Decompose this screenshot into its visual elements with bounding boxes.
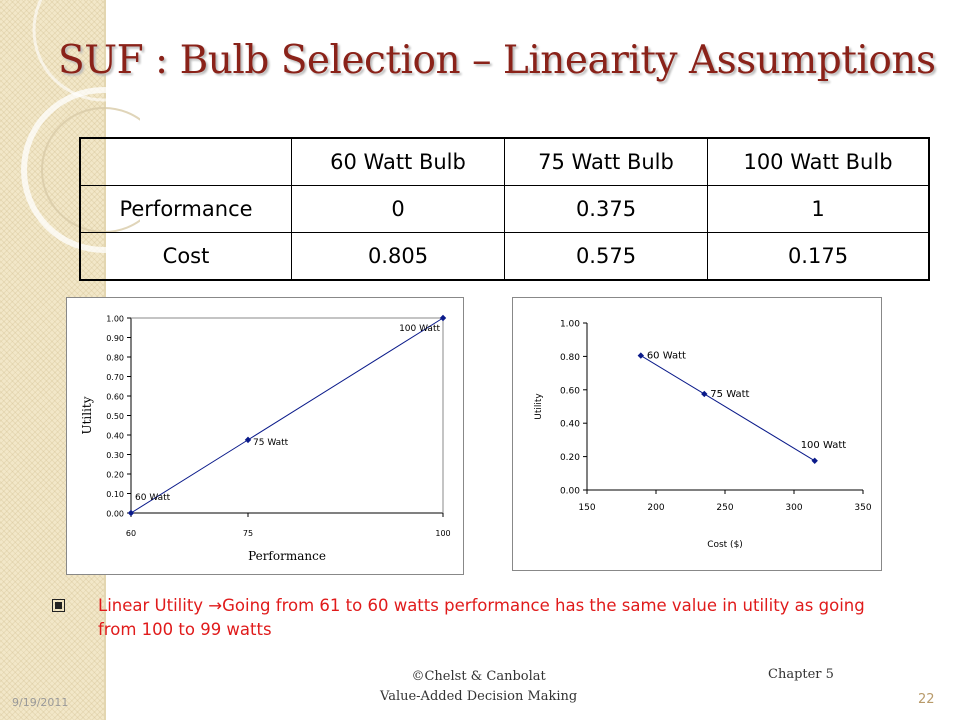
footer-author: ©Chelst & Canbolat — [411, 669, 546, 684]
cost-chart-frame: 0.00 0.20 0.40 0.60 0.80 1.00 150 200 250 300 350 6… — [512, 297, 882, 571]
slide-title: SUF : Bulb Selection – Linearity Assumpt… — [58, 38, 936, 83]
data-label: 100 Watt — [399, 324, 440, 334]
table-row: Cost 0.805 0.575 0.175 — [79, 232, 930, 281]
y-tick-label: 0.80 — [560, 353, 580, 363]
x-tick-label: 300 — [785, 503, 802, 513]
y-tick-label: 0.10 — [106, 490, 124, 499]
y-tick-label: 0.90 — [106, 334, 124, 343]
table-cell: 0.175 — [707, 232, 930, 281]
x-axis-title: Cost ($) — [707, 540, 743, 550]
data-label: 60 Watt — [135, 493, 171, 503]
cost-utility-chart: 0.00 0.20 0.40 0.60 0.80 1.00 150 200 250 300 350 6… — [534, 320, 872, 551]
x-tick-label: 60 — [126, 529, 136, 538]
y-tick-label: 1.00 — [106, 315, 124, 324]
data-label: 100 Watt — [801, 440, 847, 451]
table-cell: 0 — [291, 185, 505, 233]
footer-date: 9/19/2011 — [12, 696, 69, 709]
x-tick-label: 250 — [716, 503, 733, 513]
data-point — [811, 457, 818, 464]
y-tick-label: 0.00 — [560, 487, 580, 497]
x-tick-label: 150 — [578, 503, 595, 513]
y-axis-title: Utility — [534, 393, 544, 420]
y-tick-label: 0.60 — [560, 386, 580, 396]
data-point — [637, 352, 645, 359]
data-label: 75 Watt — [710, 389, 749, 400]
table-cell: 0.805 — [291, 232, 505, 281]
table-cell: 1 — [707, 185, 930, 233]
y-tick-label: 0.00 — [106, 510, 124, 519]
table-cell: 0.375 — [504, 185, 708, 233]
y-axis-title: Utility — [80, 396, 94, 434]
y-tick-label: 0.20 — [560, 453, 580, 463]
data-label: 60 Watt — [647, 351, 686, 362]
table-cell: 60 Watt Bulb — [291, 137, 505, 186]
table-row: Performance 0 0.375 1 — [79, 185, 930, 233]
table-cell: Cost — [79, 232, 292, 281]
x-tick-label: 75 — [243, 529, 253, 538]
data-point — [439, 314, 447, 322]
y-tick-label: 0.70 — [106, 373, 124, 382]
x-axis-title: Performance — [248, 549, 326, 563]
footer-book: Value-Added Decision Making — [380, 689, 578, 704]
table-cell: 0.575 — [504, 232, 708, 281]
performance-chart-frame: 0.00 0.10 0.20 0.30 0.40 0.50 0.60 0.70 0.80 0.90… — [66, 297, 464, 575]
table-cell: 75 Watt Bulb — [504, 137, 708, 186]
y-tick-label: 0.80 — [106, 354, 124, 363]
footer-credits: ©Chelst & Canbolat Value-Added Decision … — [380, 667, 577, 707]
table-cell: 100 Watt Bulb — [707, 137, 930, 186]
x-tick-label: 200 — [647, 503, 664, 513]
x-tick-label: 100 — [435, 529, 450, 538]
series-line — [130, 317, 444, 514]
y-tick-label: 0.40 — [106, 432, 124, 441]
x-tick-label: 350 — [854, 503, 871, 513]
series-line — [640, 355, 815, 462]
y-tick-label: 0.20 — [106, 471, 124, 480]
y-tick-label: 0.30 — [106, 451, 124, 460]
data-point — [701, 390, 708, 398]
y-tick-label: 0.50 — [106, 412, 124, 421]
table-cell — [79, 137, 292, 186]
footer-chapter: Chapter 5 — [768, 667, 834, 682]
data-point — [127, 509, 135, 517]
y-tick-label: 0.40 — [560, 420, 580, 430]
table-cell: Performance — [79, 185, 292, 233]
checkbox-bullet-icon — [52, 599, 65, 612]
table-header-row: 60 Watt Bulb 75 Watt Bulb 100 Watt Bulb — [79, 137, 930, 186]
performance-utility-chart: 0.00 0.10 0.20 0.30 0.40 0.50 0.60 0.70 0.80 0.90… — [80, 314, 451, 564]
y-tick-label: 1.00 — [560, 320, 580, 330]
data-label: 75 Watt — [253, 438, 289, 448]
bullet-text: Linear Utility →Going from 61 to 60 watt… — [98, 596, 865, 639]
bullet-point: Linear Utility →Going from 61 to 60 watt… — [52, 594, 892, 642]
data-point — [244, 436, 252, 444]
y-tick-label: 0.60 — [106, 393, 124, 402]
page-number: 22 — [918, 692, 935, 707]
utility-table: 60 Watt Bulb 75 Watt Bulb 100 Watt Bulb … — [79, 137, 930, 281]
